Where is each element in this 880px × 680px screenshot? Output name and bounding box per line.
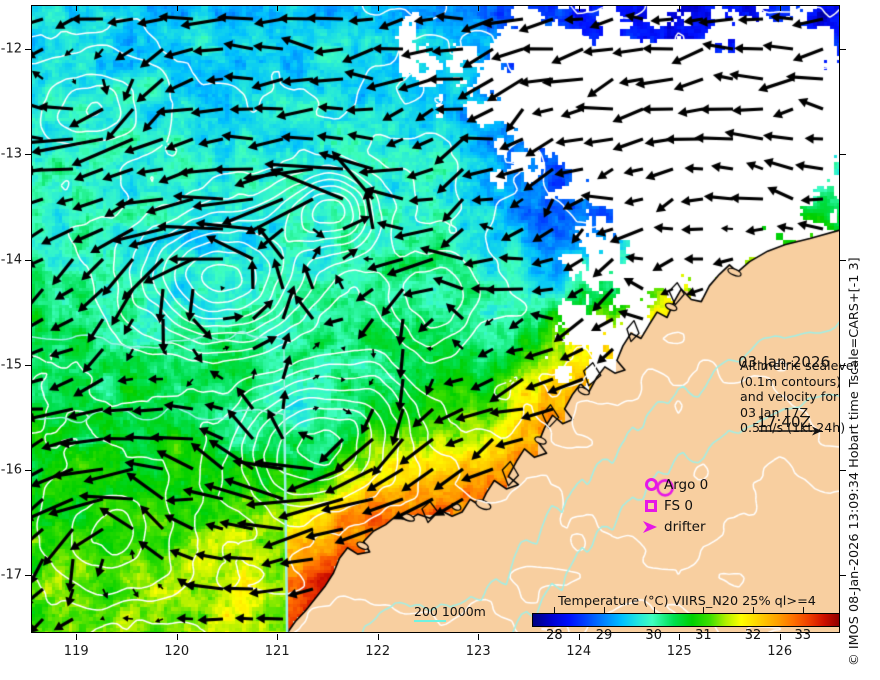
x-tick-label: 125 [666,644,692,659]
colorbar-tick-mark [802,607,804,613]
colorbar-tick-label: 31 [695,628,712,643]
y-tick-mark [25,49,31,51]
x-tick-label: 124 [566,644,592,659]
y-tick-mark-right [840,469,846,471]
y-tick-mark [25,364,31,366]
timestamp-date: 03-Jan-2026 [738,353,831,371]
sst-map-canvas[interactable] [31,5,840,633]
y-tick-mark-right [840,49,846,51]
y-tick-mark [25,259,31,261]
y-tick-label: -17 [0,567,22,583]
x-tick-mark-top [478,5,480,11]
y-tick-mark-right [840,259,846,261]
x-tick-label: 126 [767,644,793,659]
x-tick-mark [277,634,279,640]
y-tick-mark-right [840,575,846,577]
x-tick-label: 122 [365,644,391,659]
timestamp-time: 17:40Z [757,413,811,431]
y-tick-label: -12 [0,41,22,57]
x-tick-mark [679,634,681,640]
colorbar-title: Temperature (°C) VIIRS_N20 25% ql>=4 [558,594,816,609]
drifter-chevron-icon [638,519,664,535]
colorbar-tick-mark [703,607,705,613]
x-tick-label: 123 [465,644,491,659]
legend-label-argo: Argo 0 [664,476,709,493]
y-tick-label: -14 [0,252,22,268]
bathymetry-scalebar-line [414,620,446,622]
temperature-colorbar[interactable] [532,613,840,627]
colorbar-tick-mark [653,607,655,613]
legend-item-argo[interactable]: Argo 0 [638,474,708,495]
colorbar-tick-mark [753,607,755,613]
legend-item-fs[interactable]: FS 0 [638,495,708,516]
x-tick-mark [76,634,78,640]
x-tick-mark-top [76,5,78,11]
x-tick-mark-top [578,5,580,11]
y-tick-label: -15 [0,357,22,373]
fs-square-icon [638,499,664,512]
x-tick-mark-top [779,5,781,11]
x-tick-mark [478,634,480,640]
x-tick-label: 120 [164,644,190,659]
colorbar-tick-mark [604,607,606,613]
credit-text: © IMOS 08-Jan-2026 13:09:34 Hobart time … [847,257,862,666]
legend-label-drifter: drifter [664,518,706,535]
argo-circle-icon [638,478,664,491]
map-plot-area[interactable] [31,5,840,633]
x-tick-mark-top [679,5,681,11]
x-tick-mark-top [377,5,379,11]
bathymetry-scalebar-label: 200 1000m [414,604,486,619]
legend-item-drifter[interactable]: drifter [638,516,708,537]
colorbar-tick-mark [554,607,556,613]
x-tick-mark [176,634,178,640]
y-tick-mark-right [840,154,846,156]
colorbar-tick-label: 32 [744,628,762,643]
x-tick-mark-top [176,5,178,11]
timestamp-annotation: 03-Jan-2026 17:40Z [738,312,830,472]
platform-legend: Argo 0 FS 0 drifter [638,474,708,537]
x-tick-mark [377,634,379,640]
colorbar-tick-label: 33 [794,628,812,643]
x-tick-label: 119 [63,644,89,659]
x-tick-mark [578,634,580,640]
velocity-scale-arrow-icon [759,426,822,436]
x-tick-mark-top [277,5,279,11]
colorbar-tick-label: 30 [645,628,662,643]
legend-label-fs: FS 0 [664,497,693,514]
y-tick-label: -13 [0,146,22,162]
y-tick-mark [25,469,31,471]
y-tick-mark [25,575,31,577]
y-tick-mark-right [840,364,846,366]
colorbar-tick-label: 28 [546,628,563,643]
bathymetry-scalebar: 200 1000m [414,604,486,622]
x-tick-label: 121 [264,644,290,659]
x-tick-mark [779,634,781,640]
colorbar-tick-label: 29 [595,628,613,643]
y-tick-mark [25,154,31,156]
y-tick-label: -16 [0,462,22,478]
